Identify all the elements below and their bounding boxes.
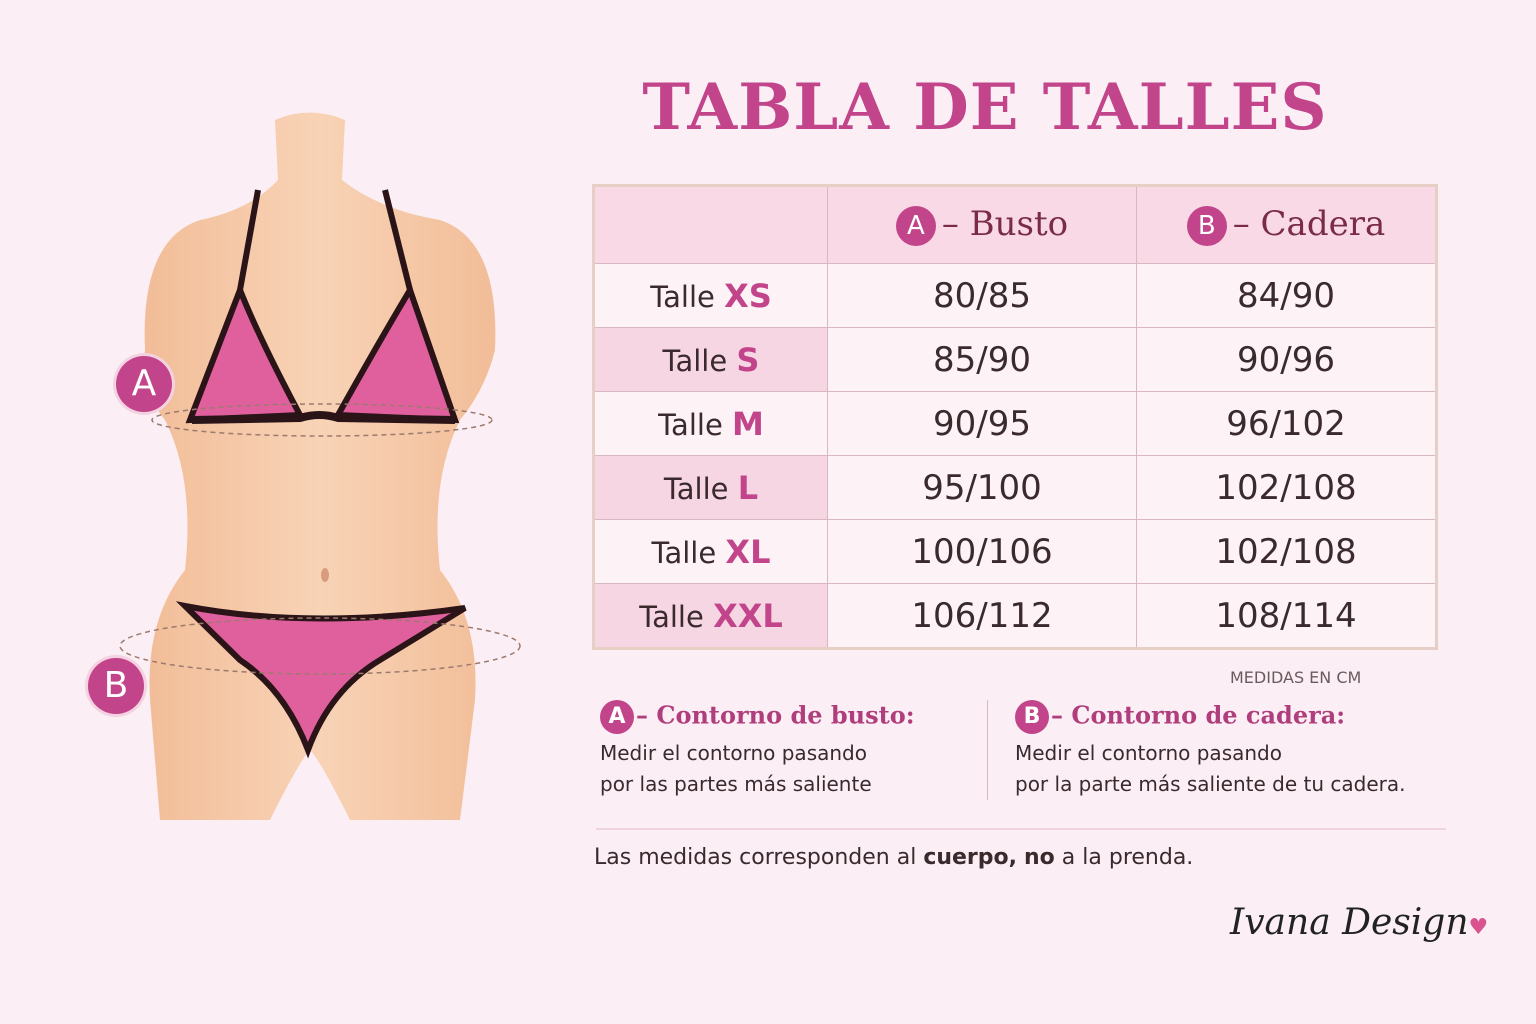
note-heading: – Contorno de cadera: — [1051, 700, 1346, 730]
badge-a: A — [895, 206, 936, 246]
note-cadera: B – Contorno de cadera: Medir el contorno… — [1015, 700, 1405, 800]
busto-cell: 100/106 — [827, 519, 1137, 584]
note-line: por las partes más saliente — [600, 772, 872, 796]
cadera-cell: 96/102 — [1136, 391, 1437, 456]
size-label: Talle XS — [593, 263, 828, 328]
table-row: Talle L 95/100 102/108 — [593, 455, 1437, 520]
size-label: Talle XL — [593, 519, 828, 584]
table-row: Talle M 90/95 96/102 — [593, 391, 1437, 456]
busto-cell: 90/95 — [827, 391, 1137, 456]
cadera-cell: 102/108 — [1136, 519, 1437, 584]
brand-logo: Ivana Design♥ — [1230, 902, 1489, 943]
size-table: A – Busto B – Cadera Talle XS 80/85 84/90 Ta… — [592, 184, 1438, 650]
size-label: Talle L — [593, 455, 828, 520]
cadera-cell: 90/96 — [1136, 327, 1437, 392]
busto-cell: 80/85 — [827, 263, 1137, 328]
mannequin-svg — [119, 112, 521, 820]
cadera-cell: 102/108 — [1136, 455, 1437, 520]
badge-b: B — [1015, 700, 1049, 734]
note-line: Medir el contorno pasando — [1015, 741, 1282, 765]
note-heading: – Contorno de busto: — [636, 700, 915, 730]
units-label: MEDIDAS EN CM — [1230, 668, 1362, 687]
table-row: Talle XL 100/106 102/108 — [593, 519, 1437, 584]
table-row: Talle S 85/90 90/96 — [593, 327, 1437, 392]
table-row: Talle XXL 106/112 108/114 — [593, 583, 1437, 649]
header-busto: A – Busto — [827, 185, 1137, 264]
page-title: TABLA DE TALLES — [642, 70, 1328, 145]
busto-cell: 95/100 — [827, 455, 1137, 520]
badge-b: B — [1186, 206, 1227, 246]
divider — [596, 828, 1446, 830]
busto-cell: 106/112 — [827, 583, 1137, 649]
size-label: Talle M — [593, 391, 828, 456]
table-row: Talle XS 80/85 84/90 — [593, 263, 1437, 328]
heart-icon: ♥ — [1468, 915, 1489, 940]
cadera-cell: 108/114 — [1136, 583, 1437, 649]
header-label: – Cadera — [1232, 204, 1386, 244]
busto-cell: 85/90 — [827, 327, 1137, 392]
note-line: Medir el contorno pasando — [600, 741, 867, 765]
cadera-cell: 84/90 — [1136, 263, 1437, 328]
size-label: Talle XXL — [593, 583, 828, 649]
size-label: Talle S — [593, 327, 828, 392]
note-line: por la parte más saliente de tu cadera. — [1015, 772, 1406, 796]
bust-marker: A — [116, 356, 172, 412]
divider — [987, 700, 988, 800]
hip-marker: B — [88, 658, 144, 714]
header-label: – Busto — [941, 204, 1069, 244]
header-empty — [593, 185, 828, 264]
badge-a: A — [600, 700, 634, 734]
table-header-row: A – Busto B – Cadera — [593, 185, 1437, 264]
body-illustration: A B — [80, 100, 540, 830]
footer-note: Las medidas corresponden al cuerpo, no a… — [594, 845, 1194, 870]
header-cadera: B – Cadera — [1136, 185, 1437, 264]
note-busto: A – Contorno de busto: Medir el contorno … — [600, 700, 915, 800]
